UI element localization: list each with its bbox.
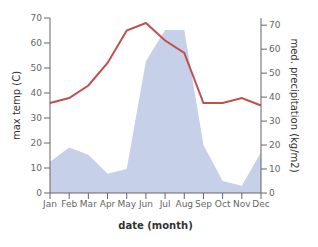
svg-text:10: 10: [31, 163, 43, 173]
svg-text:60: 60: [31, 38, 43, 48]
svg-text:date (month): date (month): [118, 220, 192, 231]
svg-text:70: 70: [31, 13, 43, 23]
svg-text:med. precipitation (kg/m2): med. precipitation (kg/m2): [289, 38, 300, 172]
svg-text:70: 70: [269, 20, 281, 30]
svg-text:10: 10: [269, 164, 281, 174]
svg-text:max temp (C): max temp (C): [11, 71, 22, 140]
svg-text:Apr: Apr: [100, 199, 116, 209]
svg-text:30: 30: [269, 116, 281, 126]
svg-text:60: 60: [269, 44, 281, 54]
svg-text:40: 40: [31, 88, 43, 98]
svg-text:Jan: Jan: [42, 199, 57, 209]
svg-text:Sep: Sep: [195, 199, 212, 209]
svg-text:20: 20: [269, 140, 281, 150]
svg-text:Oct: Oct: [215, 199, 231, 209]
svg-text:Mar: Mar: [80, 199, 97, 209]
svg-text:50: 50: [31, 63, 43, 73]
svg-text:30: 30: [31, 113, 43, 123]
svg-text:Nov: Nov: [233, 199, 251, 209]
svg-text:May: May: [117, 199, 136, 209]
svg-text:0: 0: [269, 188, 275, 198]
svg-text:0: 0: [36, 188, 42, 198]
svg-text:Jul: Jul: [159, 199, 171, 209]
svg-text:Aug: Aug: [175, 199, 193, 209]
svg-text:40: 40: [269, 92, 281, 102]
svg-text:Feb: Feb: [61, 199, 77, 209]
svg-text:50: 50: [269, 68, 281, 78]
svg-text:Jun: Jun: [138, 199, 153, 209]
svg-text:Dec: Dec: [252, 199, 269, 209]
svg-text:20: 20: [31, 138, 43, 148]
